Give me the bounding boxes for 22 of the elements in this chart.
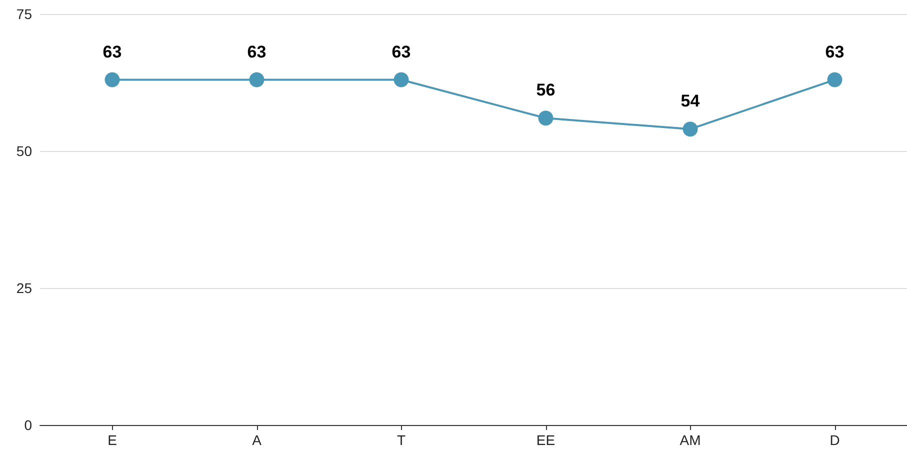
y-tick-label: 75 xyxy=(16,6,32,22)
data-label: 63 xyxy=(102,42,122,62)
point xyxy=(249,72,264,88)
x-tick-label: D xyxy=(830,432,840,448)
data-label: 63 xyxy=(392,42,411,62)
point xyxy=(394,72,409,88)
data-label: 56 xyxy=(536,80,556,100)
data-label: 54 xyxy=(680,92,700,111)
point xyxy=(682,122,698,137)
point xyxy=(538,110,554,126)
data-label: 63 xyxy=(247,42,266,62)
x-tick-label: E xyxy=(108,432,117,448)
x-tick-label: T xyxy=(396,432,406,448)
point xyxy=(827,72,842,88)
y-tick-label: 25 xyxy=(16,280,32,296)
data-label: 63 xyxy=(825,42,844,62)
x-tick-label: A xyxy=(252,432,262,448)
x-tick-label: AM xyxy=(680,432,701,448)
point xyxy=(104,72,120,88)
x-tick-label: EE xyxy=(536,432,556,448)
y-tick-label: 0 xyxy=(24,417,32,433)
y-tick-label: 50 xyxy=(16,143,32,159)
